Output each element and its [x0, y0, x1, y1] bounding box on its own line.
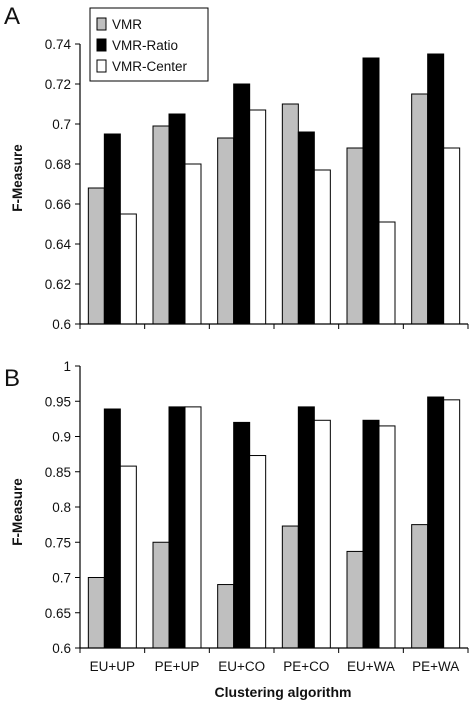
chart-b-y-tick-label: 0.85	[45, 465, 71, 480]
chart-a-legend-label: VMR-Center	[112, 59, 188, 74]
chart-a-bar-vmr-center-eu-up	[119, 213, 137, 325]
chart-a-y-tick-label: 0.62	[45, 277, 71, 292]
chart-a: 0.6 0.62 0.64 0.66 0.68 0.7 0.72 0.74 VMR VMR-Rat…	[45, 7, 469, 332]
chart-b-bar-vmr-pe-up	[152, 541, 170, 649]
chart-b: 0.6 0.65 0.7 0.75 0.8 0.85 0.9 0.95 1 EU+UP PE+UP E…	[45, 359, 469, 674]
chart-b-x-tick-label: EU+UP	[90, 659, 135, 674]
chart-a-legend-label: VMR-Ratio	[112, 38, 178, 53]
chart-a-bar-vmr-ratio-eu-wa	[362, 57, 380, 325]
chart-b-bar-vmr-pe-wa	[411, 524, 429, 649]
chart-b-y-tick-label: 0.6	[52, 641, 71, 656]
chart-a-bar-vmr-center-pe-co	[313, 169, 331, 325]
chart-a-bar-vmr-ratio-eu-co	[233, 83, 251, 325]
chart-a-y-axis-label: F-Measure	[10, 144, 25, 212]
chart-a-legend-swatch	[96, 38, 107, 52]
chart-b-y-tick-label: 0.95	[45, 394, 71, 409]
chart-b-bar-vmr-center-eu-co	[249, 455, 267, 649]
chart-a-legend: VMR VMR-Ratio VMR-Center	[89, 7, 209, 82]
chart-b-bar-vmr-center-eu-up	[119, 465, 137, 649]
chart-b-bar-vmr-center-pe-up	[184, 406, 202, 649]
chart-a-y-tick-label: 0.72	[45, 77, 71, 92]
chart-a-bar-vmr-pe-wa	[411, 93, 429, 325]
chart-b-bar-vmr-eu-wa	[346, 550, 364, 649]
chart-a-bar-vmr-center-eu-wa	[378, 221, 396, 325]
chart-b-bar-vmr-ratio-eu-wa	[362, 419, 380, 649]
chart-b-bar-vmr-ratio-pe-up	[168, 406, 186, 649]
chart-b-y-axis-label: F-Measure	[10, 478, 25, 546]
chart-a-y-tick-label: 0.6	[52, 317, 71, 332]
chart-b-bar-vmr-ratio-eu-co	[233, 421, 251, 649]
chart-a-bar-vmr-ratio-pe-co	[297, 131, 315, 325]
chart-a-legend-box	[89, 7, 209, 82]
chart-a-bar-vmr-eu-up	[87, 187, 105, 325]
chart-b-y-tick-label: 0.8	[52, 500, 71, 515]
chart-b-y-tick-label: 0.7	[52, 571, 71, 586]
chart-a-bar-vmr-eu-co	[217, 137, 235, 325]
chart-b-bar-vmr-eu-co	[217, 584, 235, 649]
chart-b-bar-vmr-center-eu-wa	[378, 425, 396, 649]
chart-b-x-tick-label: EU+WA	[347, 659, 395, 674]
chart-b-bar-vmr-ratio-eu-up	[103, 408, 121, 649]
chart-b-x-tick-label: PE+UP	[155, 659, 200, 674]
chart-a-y-tick-label: 0.74	[45, 37, 72, 52]
chart-a-y-tick-label: 0.66	[45, 197, 71, 212]
panel-a-label: A	[4, 3, 20, 30]
chart-b-bar-vmr-center-pe-wa	[443, 399, 461, 649]
chart-b-x-tick-label: EU+CO	[218, 659, 265, 674]
chart-a-bar-vmr-center-eu-co	[249, 109, 267, 325]
chart-a-bar-vmr-center-pe-up	[184, 163, 202, 325]
chart-b-y-tick-label: 0.65	[45, 606, 71, 621]
chart-a-y-tick-label: 0.68	[45, 157, 71, 172]
chart-b-bar-vmr-ratio-pe-wa	[427, 396, 445, 649]
chart-b-y-tick-label: 0.75	[45, 535, 71, 550]
chart-a-legend-label: VMR	[112, 17, 142, 32]
chart-a-y-tick-label: 0.64	[45, 237, 72, 252]
chart-b-x-axis-label: Clustering algorithm	[215, 684, 352, 700]
panel-b-label: B	[4, 365, 20, 392]
chart-a-legend-swatch	[96, 17, 107, 31]
chart-a-bar-vmr-ratio-pe-wa	[427, 53, 445, 325]
chart-a-bar-vmr-center-pe-wa	[443, 147, 461, 325]
chart-b-bar-vmr-eu-up	[87, 577, 105, 649]
chart-a-bar-vmr-pe-co	[281, 103, 299, 325]
chart-a-bar-vmr-ratio-eu-up	[103, 133, 121, 325]
chart-b-y-tick-label: 1	[63, 359, 71, 374]
chart-a-bar-vmr-ratio-pe-up	[168, 113, 186, 325]
chart-b-y-tick-label: 0.9	[52, 430, 71, 445]
chart-a-bar-vmr-eu-wa	[346, 147, 364, 325]
chart-b-x-tick-label: PE+WA	[412, 659, 459, 674]
chart-b-x-tick-label: PE+CO	[283, 659, 329, 674]
chart-a-y-tick-label: 0.7	[52, 117, 71, 132]
chart-a-bar-vmr-pe-up	[152, 125, 170, 325]
chart-b-bar-vmr-center-pe-co	[313, 419, 331, 649]
chart-b-bar-vmr-ratio-pe-co	[297, 406, 315, 649]
chart-a-legend-swatch	[96, 59, 107, 73]
chart-b-bar-vmr-pe-co	[281, 525, 299, 649]
